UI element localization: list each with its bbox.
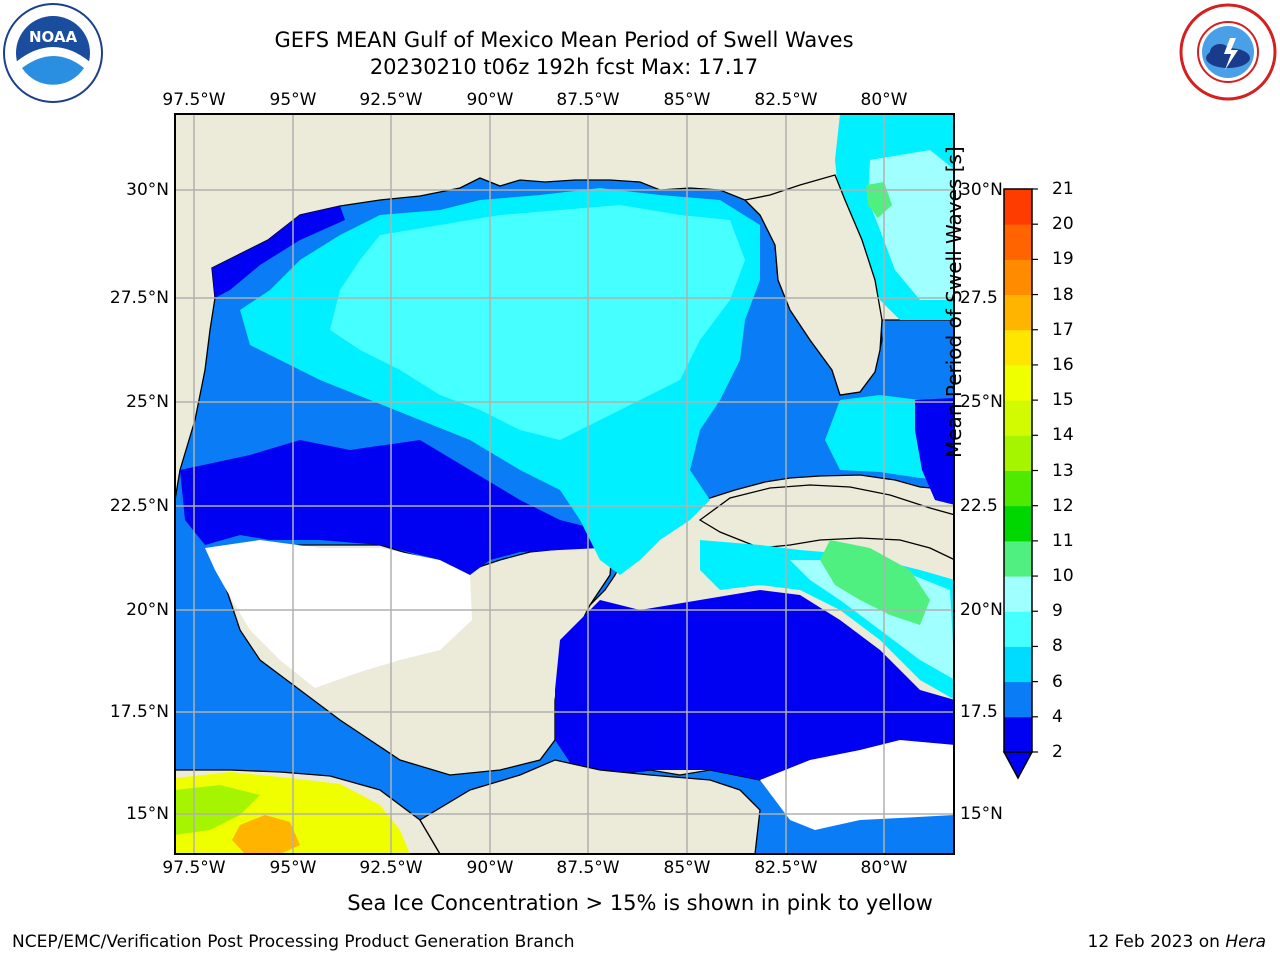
lat-label-right: 22.5 bbox=[960, 496, 998, 516]
map-frame bbox=[174, 113, 955, 855]
colorbar-tick-label: 12 bbox=[1052, 495, 1074, 516]
colorbar-segment bbox=[1004, 259, 1032, 296]
colorbar-segment bbox=[1004, 364, 1032, 401]
date-stamp: 12 Feb 2023 on Hera bbox=[1088, 932, 1266, 952]
colorbar-segment bbox=[1004, 716, 1032, 753]
lat-label-left: 20°N bbox=[126, 600, 169, 620]
lat-label-right: 30°N bbox=[960, 180, 1003, 200]
noaa-logo: NOAA bbox=[3, 3, 103, 103]
lat-label-left: 15°N bbox=[126, 804, 169, 824]
colorbar-tick-label: 8 bbox=[1052, 636, 1063, 657]
lat-label-left: 25°N bbox=[126, 392, 169, 412]
colorbar-tick-label: 19 bbox=[1052, 249, 1074, 270]
honduras-land bbox=[419, 759, 761, 854]
colorbar-segment bbox=[1004, 189, 1032, 225]
colorbar-tick-label: 4 bbox=[1052, 706, 1063, 727]
dark-blue-north bbox=[212, 206, 345, 298]
bahamas-blue bbox=[915, 398, 954, 505]
sea-ice-caption: Sea Ice Concentration > 15% is shown in … bbox=[347, 891, 933, 915]
lon-label-bottom: 80°W bbox=[860, 858, 908, 878]
colorbar-segment bbox=[1004, 540, 1032, 577]
credit-text: NCEP/EMC/Verification Post Processing Pr… bbox=[12, 932, 575, 952]
colorbar-segment bbox=[1004, 400, 1032, 436]
colorbar-tick-label: 13 bbox=[1052, 460, 1074, 481]
colorbar-tick-label: 18 bbox=[1052, 284, 1074, 305]
colorbar-tick-label: 15 bbox=[1052, 390, 1074, 411]
lat-label-right: 17.5 bbox=[960, 702, 998, 722]
colorbar-tick-label: 9 bbox=[1052, 601, 1063, 622]
atlantic-light bbox=[868, 150, 954, 300]
dark-blue-region-west bbox=[180, 440, 615, 575]
lat-label-right: 27.5 bbox=[960, 288, 998, 308]
lon-label-bottom: 97.5°W bbox=[162, 858, 226, 878]
machine-name: Hera bbox=[1225, 932, 1266, 952]
lat-label-right: 15°N bbox=[960, 804, 1003, 824]
lon-label-top: 82.5°W bbox=[754, 90, 818, 110]
colorbar-tick-label: 2 bbox=[1052, 742, 1063, 762]
lon-label-bottom: 95°W bbox=[269, 858, 317, 878]
graticule bbox=[175, 114, 954, 854]
lon-label-top: 97.5°W bbox=[162, 90, 226, 110]
colorbar-tick-label: 6 bbox=[1052, 671, 1063, 692]
colorbar-tick-label: 21 bbox=[1052, 179, 1074, 199]
colorbar-tick-label: 11 bbox=[1052, 530, 1074, 551]
lat-label-right: 20°N bbox=[960, 600, 1003, 620]
noaa-logo-text: NOAA bbox=[29, 28, 78, 46]
lat-label-right: 25°N bbox=[960, 392, 1003, 412]
lon-label-bottom: 92.5°W bbox=[359, 858, 423, 878]
title-line-2: 20230210 t06z 192h fcst Max: 17.17 bbox=[369, 55, 759, 79]
title-line-1: GEFS MEAN Gulf of Mexico Mean Period of … bbox=[274, 28, 854, 52]
caribbean-no-data bbox=[760, 740, 954, 830]
lon-label-bottom: 85°W bbox=[663, 858, 711, 878]
colorbar-tick-label: 20 bbox=[1052, 214, 1074, 235]
date-text: 12 Feb 2023 on bbox=[1087, 932, 1226, 952]
light-cyan-core bbox=[330, 205, 745, 440]
lon-label-top: 87.5°W bbox=[556, 90, 620, 110]
colorbar bbox=[1002, 188, 1038, 780]
lon-label-top: 92.5°W bbox=[359, 90, 423, 110]
colorbar-tick-label: 10 bbox=[1052, 566, 1074, 587]
lat-label-left: 17.5°N bbox=[109, 702, 169, 722]
lat-label-left: 27.5°N bbox=[109, 288, 169, 308]
colorbar-tick-label: 14 bbox=[1052, 425, 1074, 446]
colorbar-tick-label: 16 bbox=[1052, 354, 1074, 375]
lon-label-top: 90°W bbox=[466, 90, 514, 110]
colorbar-segment bbox=[1004, 435, 1032, 471]
colorbar-segment bbox=[1004, 681, 1032, 718]
atlantic-green bbox=[866, 182, 892, 218]
sea-ice-green bbox=[175, 785, 260, 835]
colorbar-segment bbox=[1004, 646, 1032, 683]
lon-label-bottom: 90°W bbox=[466, 858, 514, 878]
colorbar-segment bbox=[1004, 576, 1032, 612]
colorbar-extend-arrow bbox=[1002, 751, 1034, 780]
colorbar-tick-label: 17 bbox=[1052, 319, 1074, 340]
campeche-no-data bbox=[205, 540, 472, 688]
colorbar-segment bbox=[1004, 224, 1032, 260]
lon-label-top: 80°W bbox=[860, 90, 908, 110]
lon-label-bottom: 82.5°W bbox=[754, 858, 818, 878]
florida-land bbox=[743, 174, 883, 396]
colorbar-segment bbox=[1004, 294, 1032, 331]
colorbar-segment bbox=[1004, 611, 1032, 647]
sea-ice-orange bbox=[232, 815, 300, 854]
colorbar-segment bbox=[1004, 470, 1032, 507]
nws-logo bbox=[1179, 3, 1277, 101]
lat-label-left: 30°N bbox=[126, 180, 169, 200]
lat-label-left: 22.5°N bbox=[109, 496, 169, 516]
lon-label-top: 85°W bbox=[663, 90, 711, 110]
colorbar-label: Mean Period of Swell Waves [s] bbox=[942, 146, 967, 458]
lon-label-top: 95°W bbox=[269, 90, 317, 110]
caribbean-green bbox=[820, 540, 930, 625]
colorbar-segment bbox=[1004, 329, 1032, 366]
lon-label-bottom: 87.5°W bbox=[556, 858, 620, 878]
colorbar-segment bbox=[1004, 505, 1032, 542]
